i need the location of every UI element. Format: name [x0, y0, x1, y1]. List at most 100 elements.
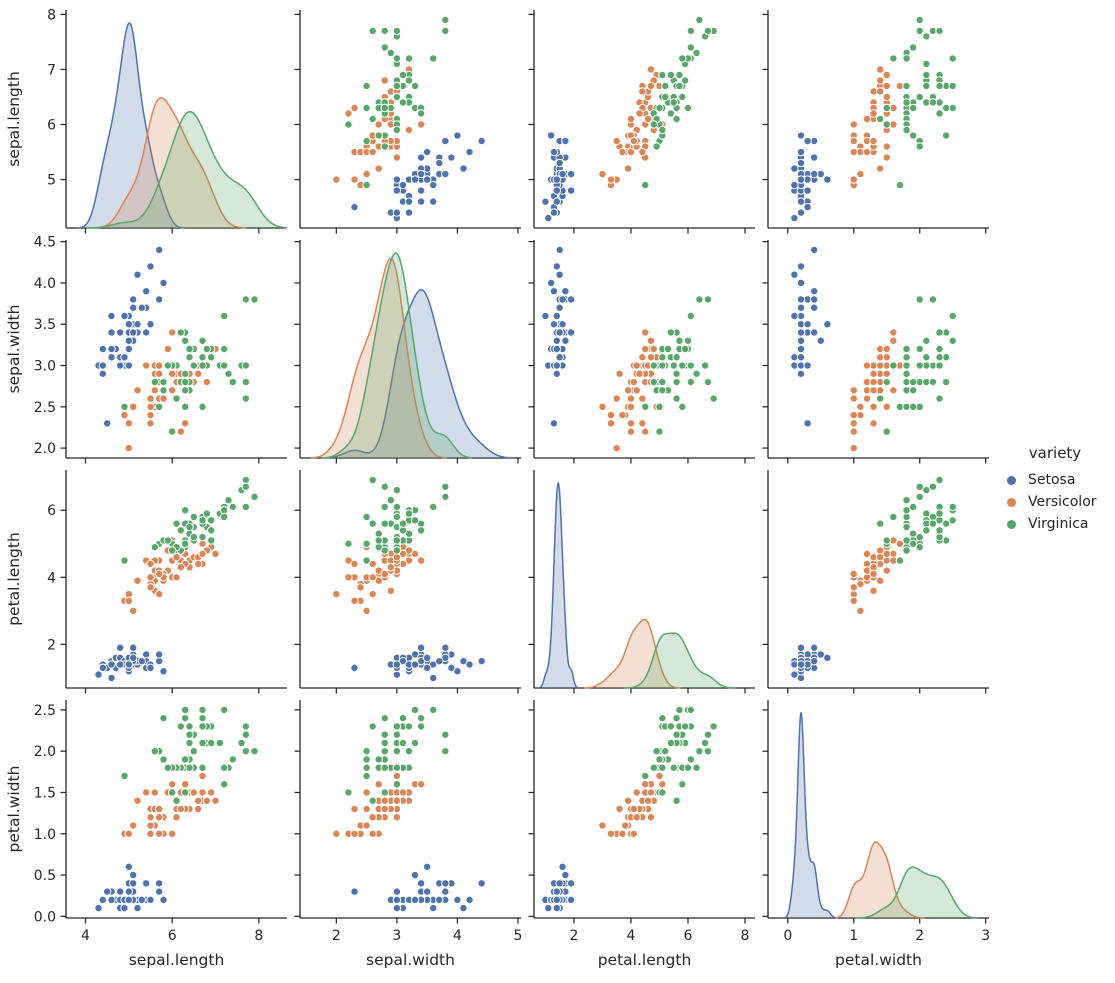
- data-point: [107, 328, 116, 337]
- legend: variety Setosa Versicolor Virginica: [999, 444, 1111, 535]
- data-point: [889, 328, 898, 337]
- y-axis-label-petal.length: petal.length: [5, 532, 23, 626]
- data-point: [154, 829, 164, 838]
- data-point: [368, 573, 377, 582]
- data-point: [477, 136, 486, 146]
- data-point: [790, 670, 799, 679]
- data-point: [908, 386, 918, 395]
- data-point: [941, 377, 951, 387]
- data-point: [392, 780, 402, 789]
- subplot-kde-petal.width: 0 1 2 3: [762, 700, 990, 944]
- data-point: [107, 353, 116, 362]
- data-point: [544, 213, 553, 223]
- data-point: [655, 103, 664, 113]
- data-point: [198, 713, 207, 723]
- data-point: [902, 361, 911, 370]
- data-point: [675, 336, 684, 345]
- data-point: [561, 870, 570, 880]
- legend-label-virginica: Virginica: [1028, 516, 1089, 532]
- data-point: [176, 526, 186, 535]
- data-point: [660, 81, 670, 91]
- data-point: [561, 287, 570, 296]
- data-point: [176, 722, 186, 731]
- data-point: [678, 402, 687, 412]
- data-point: [198, 763, 207, 772]
- data-point: [410, 660, 420, 669]
- legend-marker-virginica-icon: [1007, 519, 1016, 529]
- data-point: [115, 643, 125, 652]
- data-point: [154, 369, 164, 378]
- data-point: [241, 722, 251, 731]
- data-point: [655, 402, 664, 412]
- points-setosa: [790, 245, 832, 428]
- data-point: [404, 509, 414, 518]
- data-point: [189, 361, 199, 370]
- data-point: [146, 573, 155, 582]
- data-point: [629, 377, 639, 387]
- data-point: [128, 402, 138, 412]
- data-point: [796, 278, 806, 288]
- data-point: [380, 569, 389, 579]
- data-point: [380, 546, 389, 555]
- data-point: [198, 336, 207, 345]
- data-point: [159, 394, 168, 403]
- data-point: [344, 539, 353, 548]
- data-point: [882, 402, 891, 412]
- data-point: [150, 747, 160, 756]
- data-point: [368, 829, 377, 838]
- data-point: [128, 643, 138, 652]
- data-point: [435, 656, 444, 666]
- data-point: [948, 516, 957, 525]
- y-tick-label-petal.width: 1.5: [34, 785, 56, 801]
- data-point: [672, 730, 681, 739]
- data-point: [809, 169, 819, 179]
- data-point: [908, 502, 918, 512]
- data-point: [141, 287, 151, 296]
- data-point: [350, 175, 359, 184]
- data-point: [150, 377, 160, 387]
- x-tick-label-sepal.width: 3: [392, 928, 401, 944]
- data-point: [198, 532, 207, 542]
- data-point: [643, 114, 653, 124]
- data-point: [350, 103, 359, 113]
- data-point: [392, 512, 402, 522]
- data-point: [441, 879, 450, 888]
- data-point: [124, 361, 134, 370]
- data-point: [368, 796, 377, 805]
- data-point: [416, 556, 426, 565]
- data-point: [544, 903, 553, 913]
- legend-entry-virginica: Virginica: [999, 513, 1111, 535]
- data-point: [796, 303, 806, 312]
- data-point: [172, 394, 181, 403]
- kde-fill-setosa: [784, 713, 837, 918]
- y-tick-label-sepal.width: 2.5: [34, 400, 56, 416]
- data-point: [416, 186, 426, 195]
- data-point: [137, 895, 147, 905]
- data-point: [649, 120, 658, 129]
- data-point: [902, 81, 911, 91]
- data-point: [146, 419, 155, 428]
- subplot-sepal.width-vs-sepal.length: 2.0 2.5 3.0 3.5 4.0 4.5: [34, 235, 287, 464]
- data-point: [549, 419, 559, 428]
- data-point: [98, 663, 108, 673]
- kde-fill-versicolor: [93, 97, 247, 228]
- data-point: [875, 361, 885, 370]
- data-point: [350, 596, 359, 606]
- data-point: [392, 502, 402, 512]
- data-point: [626, 427, 636, 436]
- subplot-petal.length-vs-sepal.length: 2 4 6: [47, 470, 287, 694]
- legend-entry-setosa: Setosa: [999, 469, 1111, 491]
- points-setosa: [790, 131, 832, 223]
- data-point: [598, 402, 607, 412]
- data-point: [666, 328, 676, 337]
- data-point: [552, 361, 562, 370]
- data-point: [154, 589, 164, 599]
- data-point: [146, 583, 155, 592]
- data-point: [922, 70, 931, 80]
- data-point: [441, 747, 450, 756]
- data-point: [695, 15, 704, 25]
- data-point: [380, 804, 389, 814]
- data-point: [849, 443, 858, 453]
- data-point: [823, 175, 832, 184]
- data-point: [146, 821, 155, 830]
